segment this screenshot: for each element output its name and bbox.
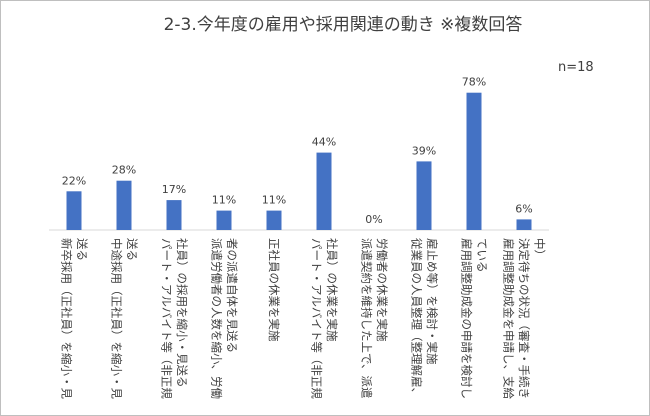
category-label-6-line-1: パート・アルバイト等（非正規	[309, 238, 323, 399]
data-label-9: 78%	[462, 76, 486, 89]
data-label-3: 17%	[162, 183, 186, 196]
chart-title: 2-3.今年度の雇用や採用関連の動き ※複数回答	[164, 15, 523, 35]
category-label-9-line-1: 雇用調整助成金の申請を検討し	[459, 238, 473, 399]
category-label-6: パート・アルバイト等（非正規 社員）の休業を実施	[309, 238, 339, 399]
bar-1	[66, 191, 82, 230]
category-label-6-line-2: 社員）の休業を実施	[325, 238, 339, 342]
category-label-2-line-1: 中途採用（正社員）を縮小・見	[109, 238, 123, 399]
category-label-5: 正社員の休業を実施	[267, 238, 281, 342]
category-label-4-line-2: 者の派遣自体を見送る	[225, 238, 239, 353]
bars-group	[66, 92, 532, 230]
data-label-2: 28%	[112, 164, 136, 177]
data-label-6: 44%	[312, 136, 336, 149]
data-label-10: 6%	[515, 202, 532, 215]
category-label-1: 新卒採用（正社員）を縮小・見 送る	[59, 238, 89, 399]
data-label-4: 11%	[212, 194, 236, 207]
category-label-1-line-2: 送る	[75, 238, 89, 261]
category-label-5-line-1: 正社員の休業を実施	[267, 238, 281, 342]
bar-10	[516, 219, 532, 230]
category-label-8: 従業員の人員整理（整理解雇、 雇止め等）を検討・実施	[409, 238, 439, 399]
bar-3	[166, 200, 182, 230]
category-label-4-line-1: 派遣労働者の人数を縮小、労働	[209, 238, 223, 399]
data-label-1: 22%	[62, 174, 86, 187]
bar-9	[466, 92, 482, 230]
category-label-3-line-1: パート・アルバイト等（非正規	[159, 238, 173, 399]
category-label-1-line-1: 新卒採用（正社員）を縮小・見	[59, 238, 73, 399]
category-label-2: 中途採用（正社員）を縮小・見 送る	[109, 238, 139, 399]
category-label-7-line-2: 労働者の休業を実施	[375, 238, 389, 342]
category-label-3-line-2: 社員）の採用を縮小・見送る	[175, 238, 189, 388]
bar-5	[266, 210, 282, 230]
sample-size-note: n=18	[558, 60, 594, 75]
bar-2	[116, 180, 132, 230]
data-label-8: 39%	[412, 144, 436, 157]
bar-4	[216, 210, 232, 230]
category-label-8-line-2: 雇止め等）を検討・実施	[425, 238, 439, 365]
data-label-5: 11%	[262, 194, 286, 207]
category-label-10-line-1: 雇用調整助成金を申請し、支給	[502, 238, 516, 399]
bar-6	[316, 152, 332, 230]
category-label-10-line-3: 中）	[533, 238, 547, 261]
category-label-8-line-1: 従業員の人員整理（整理解雇、	[409, 238, 423, 399]
category-label-7: 派遣契約を維持した上で、派遣 労働者の休業を実施	[359, 238, 389, 399]
category-label-3: パート・アルバイト等（非正規 社員）の採用を縮小・見送る	[159, 238, 189, 399]
category-label-7-line-1: 派遣契約を維持した上で、派遣	[359, 238, 373, 399]
category-labels-group: 新卒採用（正社員）を縮小・見 送る 中途採用（正社員）を縮小・見 送る パート・アルバイ…	[59, 238, 546, 399]
bar-8	[416, 161, 432, 230]
category-label-4: 派遣労働者の人数を縮小、労働 者の派遣自体を見送る	[209, 238, 239, 399]
data-labels-group: 22% 28% 17% 11% 11% 44% 0% 39% 78% 6%	[62, 76, 533, 226]
category-label-10: 雇用調整助成金を申請し、支給 決定待ちの状況（審査・手続き 中）	[502, 238, 547, 399]
data-label-7: 0%	[365, 213, 382, 226]
category-label-9: 雇用調整助成金の申請を検討し ている	[459, 238, 489, 399]
category-label-10-line-2: 決定待ちの状況（審査・手続き	[517, 238, 531, 399]
category-label-9-line-2: ている	[475, 238, 489, 273]
category-label-2-line-2: 送る	[125, 238, 139, 261]
